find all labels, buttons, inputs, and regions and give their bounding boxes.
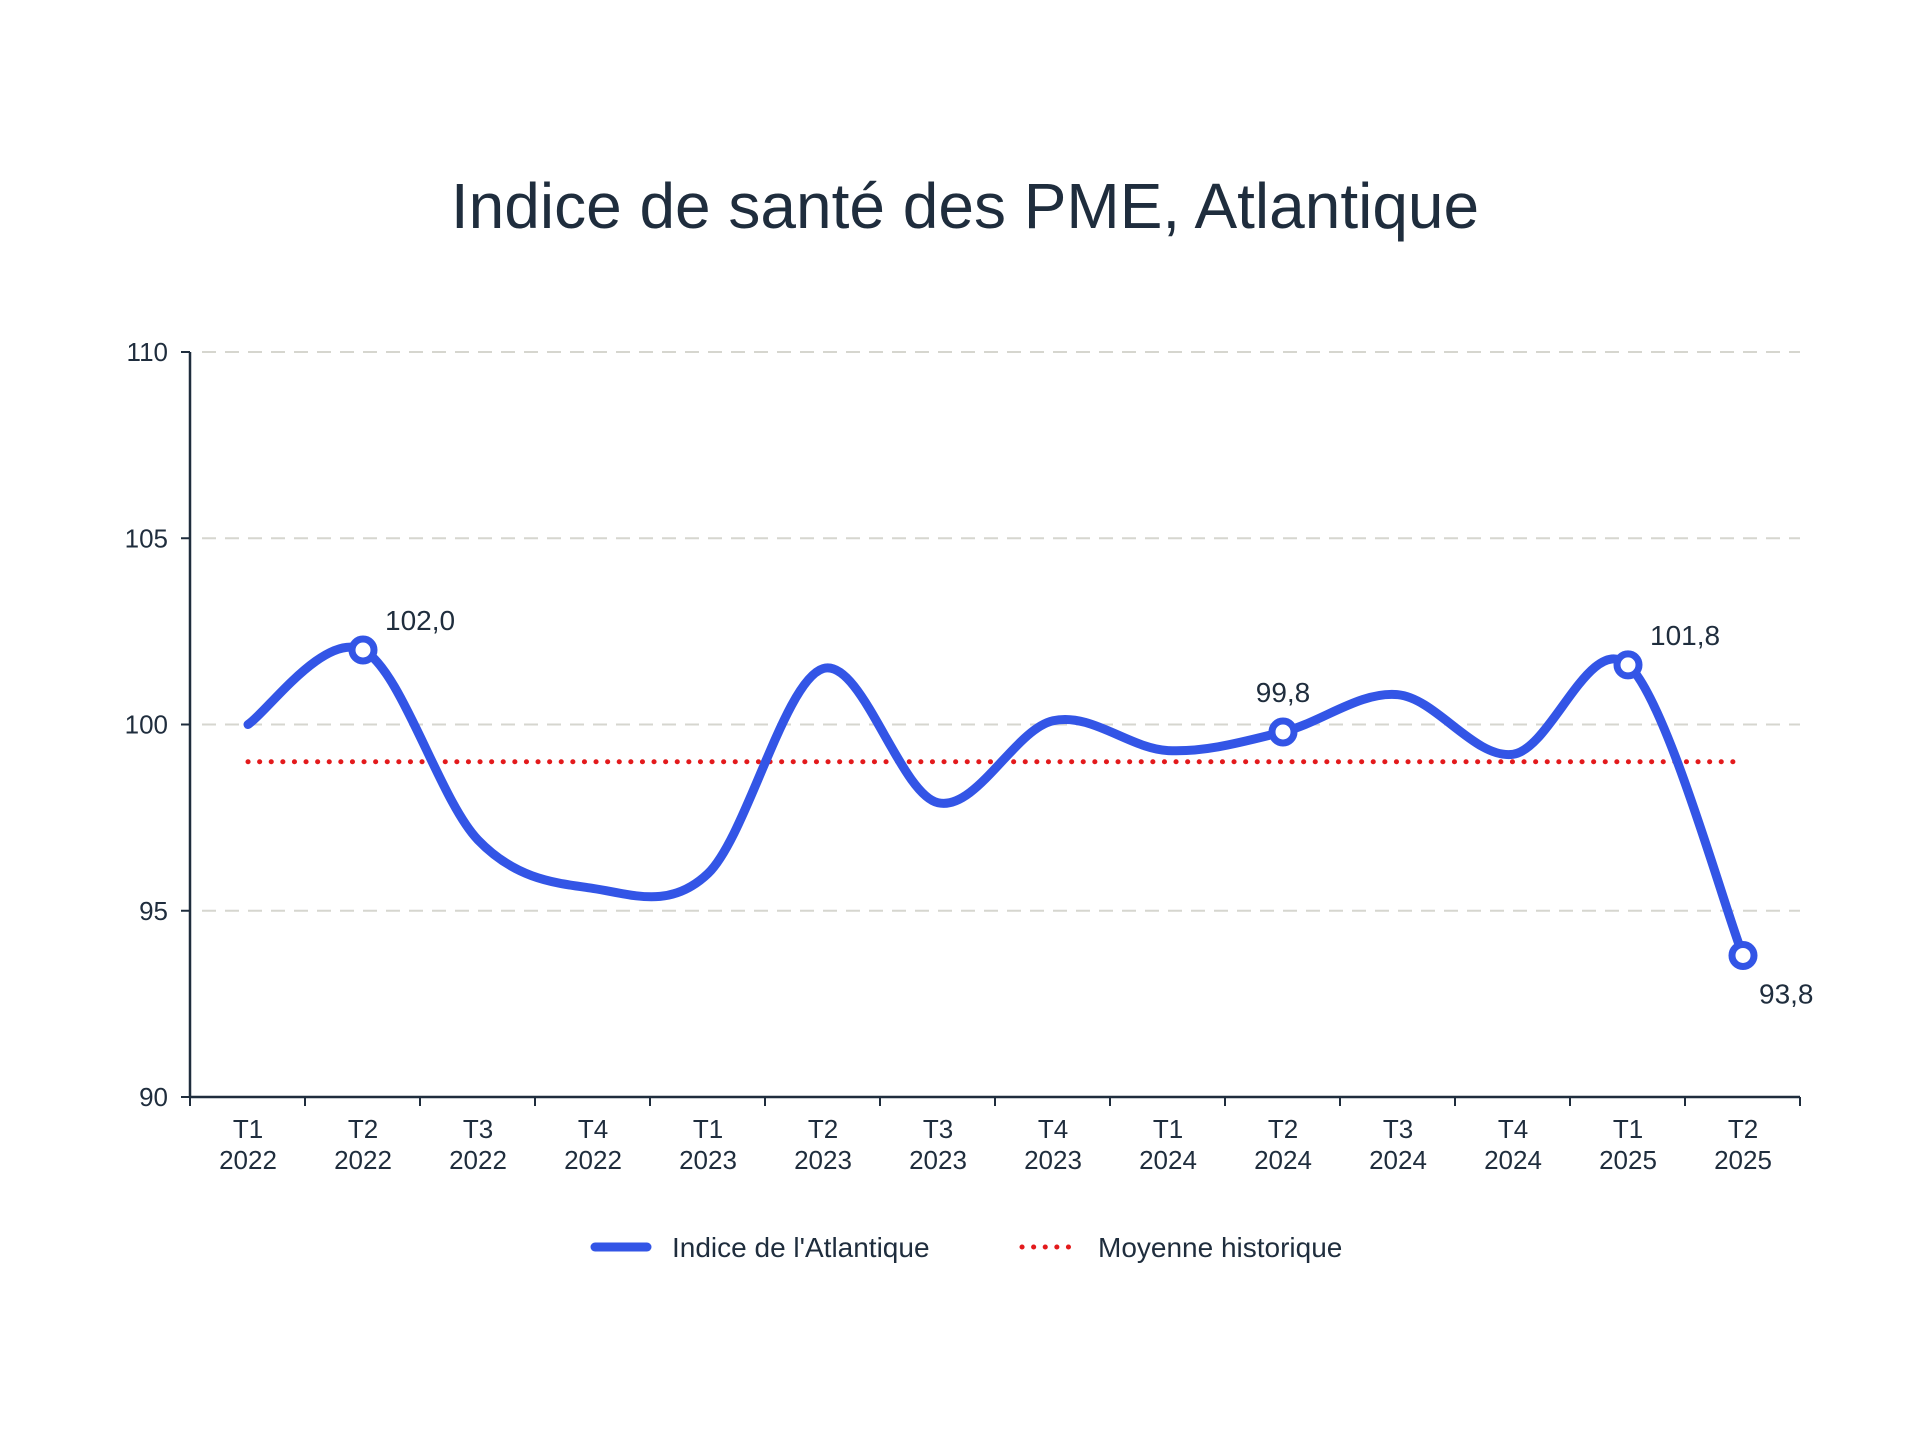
data-point-marker — [1728, 940, 1758, 970]
y-tick-label: 90 — [139, 1082, 168, 1112]
x-tick-label: T2 2022 — [334, 1114, 392, 1175]
x-tick-label: T4 2024 — [1484, 1114, 1542, 1175]
data-point-marker — [348, 635, 378, 665]
data-label: 93,8 — [1759, 978, 1814, 1009]
x-tick-label: T3 2022 — [449, 1114, 507, 1175]
x-tick-label: T4 2023 — [1024, 1114, 1082, 1175]
data-label: 101,8 — [1650, 620, 1720, 651]
series-lines — [243, 642, 1748, 960]
y-tick-label: 105 — [125, 523, 168, 553]
y-tick-label: 95 — [139, 896, 168, 926]
x-tick-label: T1 2023 — [679, 1114, 737, 1175]
axes: 90 95 100 105 110 T1 2022 T2 2022 T3 2022 T4 2022 T1 2… — [125, 337, 1801, 1175]
x-tick-label: T2 2025 — [1714, 1114, 1772, 1175]
x-tick-label: T1 2024 — [1139, 1114, 1197, 1175]
y-tick-label: 110 — [127, 337, 168, 367]
x-tick-label: T4 2022 — [564, 1114, 622, 1175]
x-tick-label: T2 2024 — [1254, 1114, 1312, 1175]
x-tick-label: T3 2023 — [909, 1114, 967, 1175]
grid-lines — [202, 351, 1800, 912]
series-line-indice-atlantique — [243, 642, 1748, 960]
legend: Indice de l'Atlantique Moyenne historique — [590, 1232, 1342, 1263]
x-tick-label: T1 2025 — [1599, 1114, 1657, 1175]
x-tick-label: T1 2022 — [219, 1114, 277, 1175]
chart-title: Indice de santé des PME, Atlantique — [451, 170, 1479, 242]
x-tick-label: T3 2024 — [1369, 1114, 1427, 1175]
data-markers — [348, 635, 1758, 970]
legend-label-moyenne-historique: Moyenne historique — [1098, 1232, 1342, 1263]
data-label: 99,8 — [1256, 677, 1311, 708]
data-label: 102,0 — [385, 605, 455, 636]
data-point-marker — [1268, 717, 1298, 747]
legend-label-indice-atlantique: Indice de l'Atlantique — [672, 1232, 930, 1263]
y-tick-label: 100 — [125, 710, 168, 740]
data-labels: 102,0 99,8 101,8 93,8 — [385, 605, 1814, 1009]
data-point-marker — [1613, 650, 1643, 680]
x-tick-label: T2 2023 — [794, 1114, 852, 1175]
